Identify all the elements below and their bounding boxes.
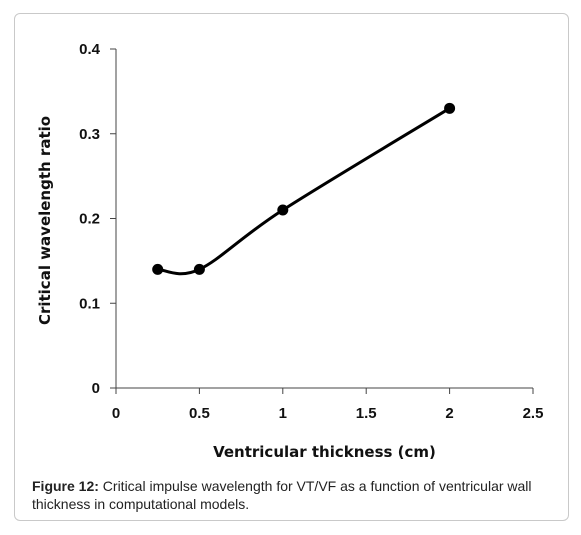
series-line <box>157 107 451 276</box>
y-tick-label: 0.3 <box>79 126 100 143</box>
figure-caption: Figure 12: Critical impulse wavelength f… <box>32 477 562 513</box>
y-tick-label: 0 <box>92 380 100 397</box>
data-point <box>152 263 164 275</box>
y-tick-label: 0.1 <box>79 295 100 312</box>
data-point <box>444 102 456 114</box>
x-tick-label: 0.5 <box>189 405 210 422</box>
x-tick-label: 0 <box>112 405 120 422</box>
caption-text: Critical impulse wavelength for VT/VF as… <box>32 478 532 512</box>
x-axis-title: Ventricular thickness (cm) <box>213 443 436 461</box>
x-tick-label: 1.5 <box>356 405 377 422</box>
figure-frame <box>14 13 569 521</box>
x-tick-label: 2.5 <box>523 405 544 422</box>
x-tick-label: 2 <box>445 405 453 422</box>
data-point <box>277 204 289 216</box>
y-axis-title: Critical wavelength ratio <box>36 116 54 325</box>
x-axis-ticks: 0 0.5 1 1.5 2 2.5 <box>112 388 544 422</box>
y-axis-ticks: 0 0.1 0.2 0.3 0.4 <box>79 41 116 397</box>
x-tick-label: 1 <box>279 405 287 422</box>
data-point <box>193 263 205 275</box>
y-tick-label: 0.4 <box>79 41 101 58</box>
y-tick-label: 0.2 <box>79 211 100 228</box>
plot-area <box>152 102 456 276</box>
line-chart: 0 0.1 0.2 0.3 0.4 0 0.5 1 1.5 2 2.5 Ventricular t… <box>36 41 544 461</box>
caption-label: Figure 12: <box>32 478 99 494</box>
chart-axes <box>115 49 533 389</box>
